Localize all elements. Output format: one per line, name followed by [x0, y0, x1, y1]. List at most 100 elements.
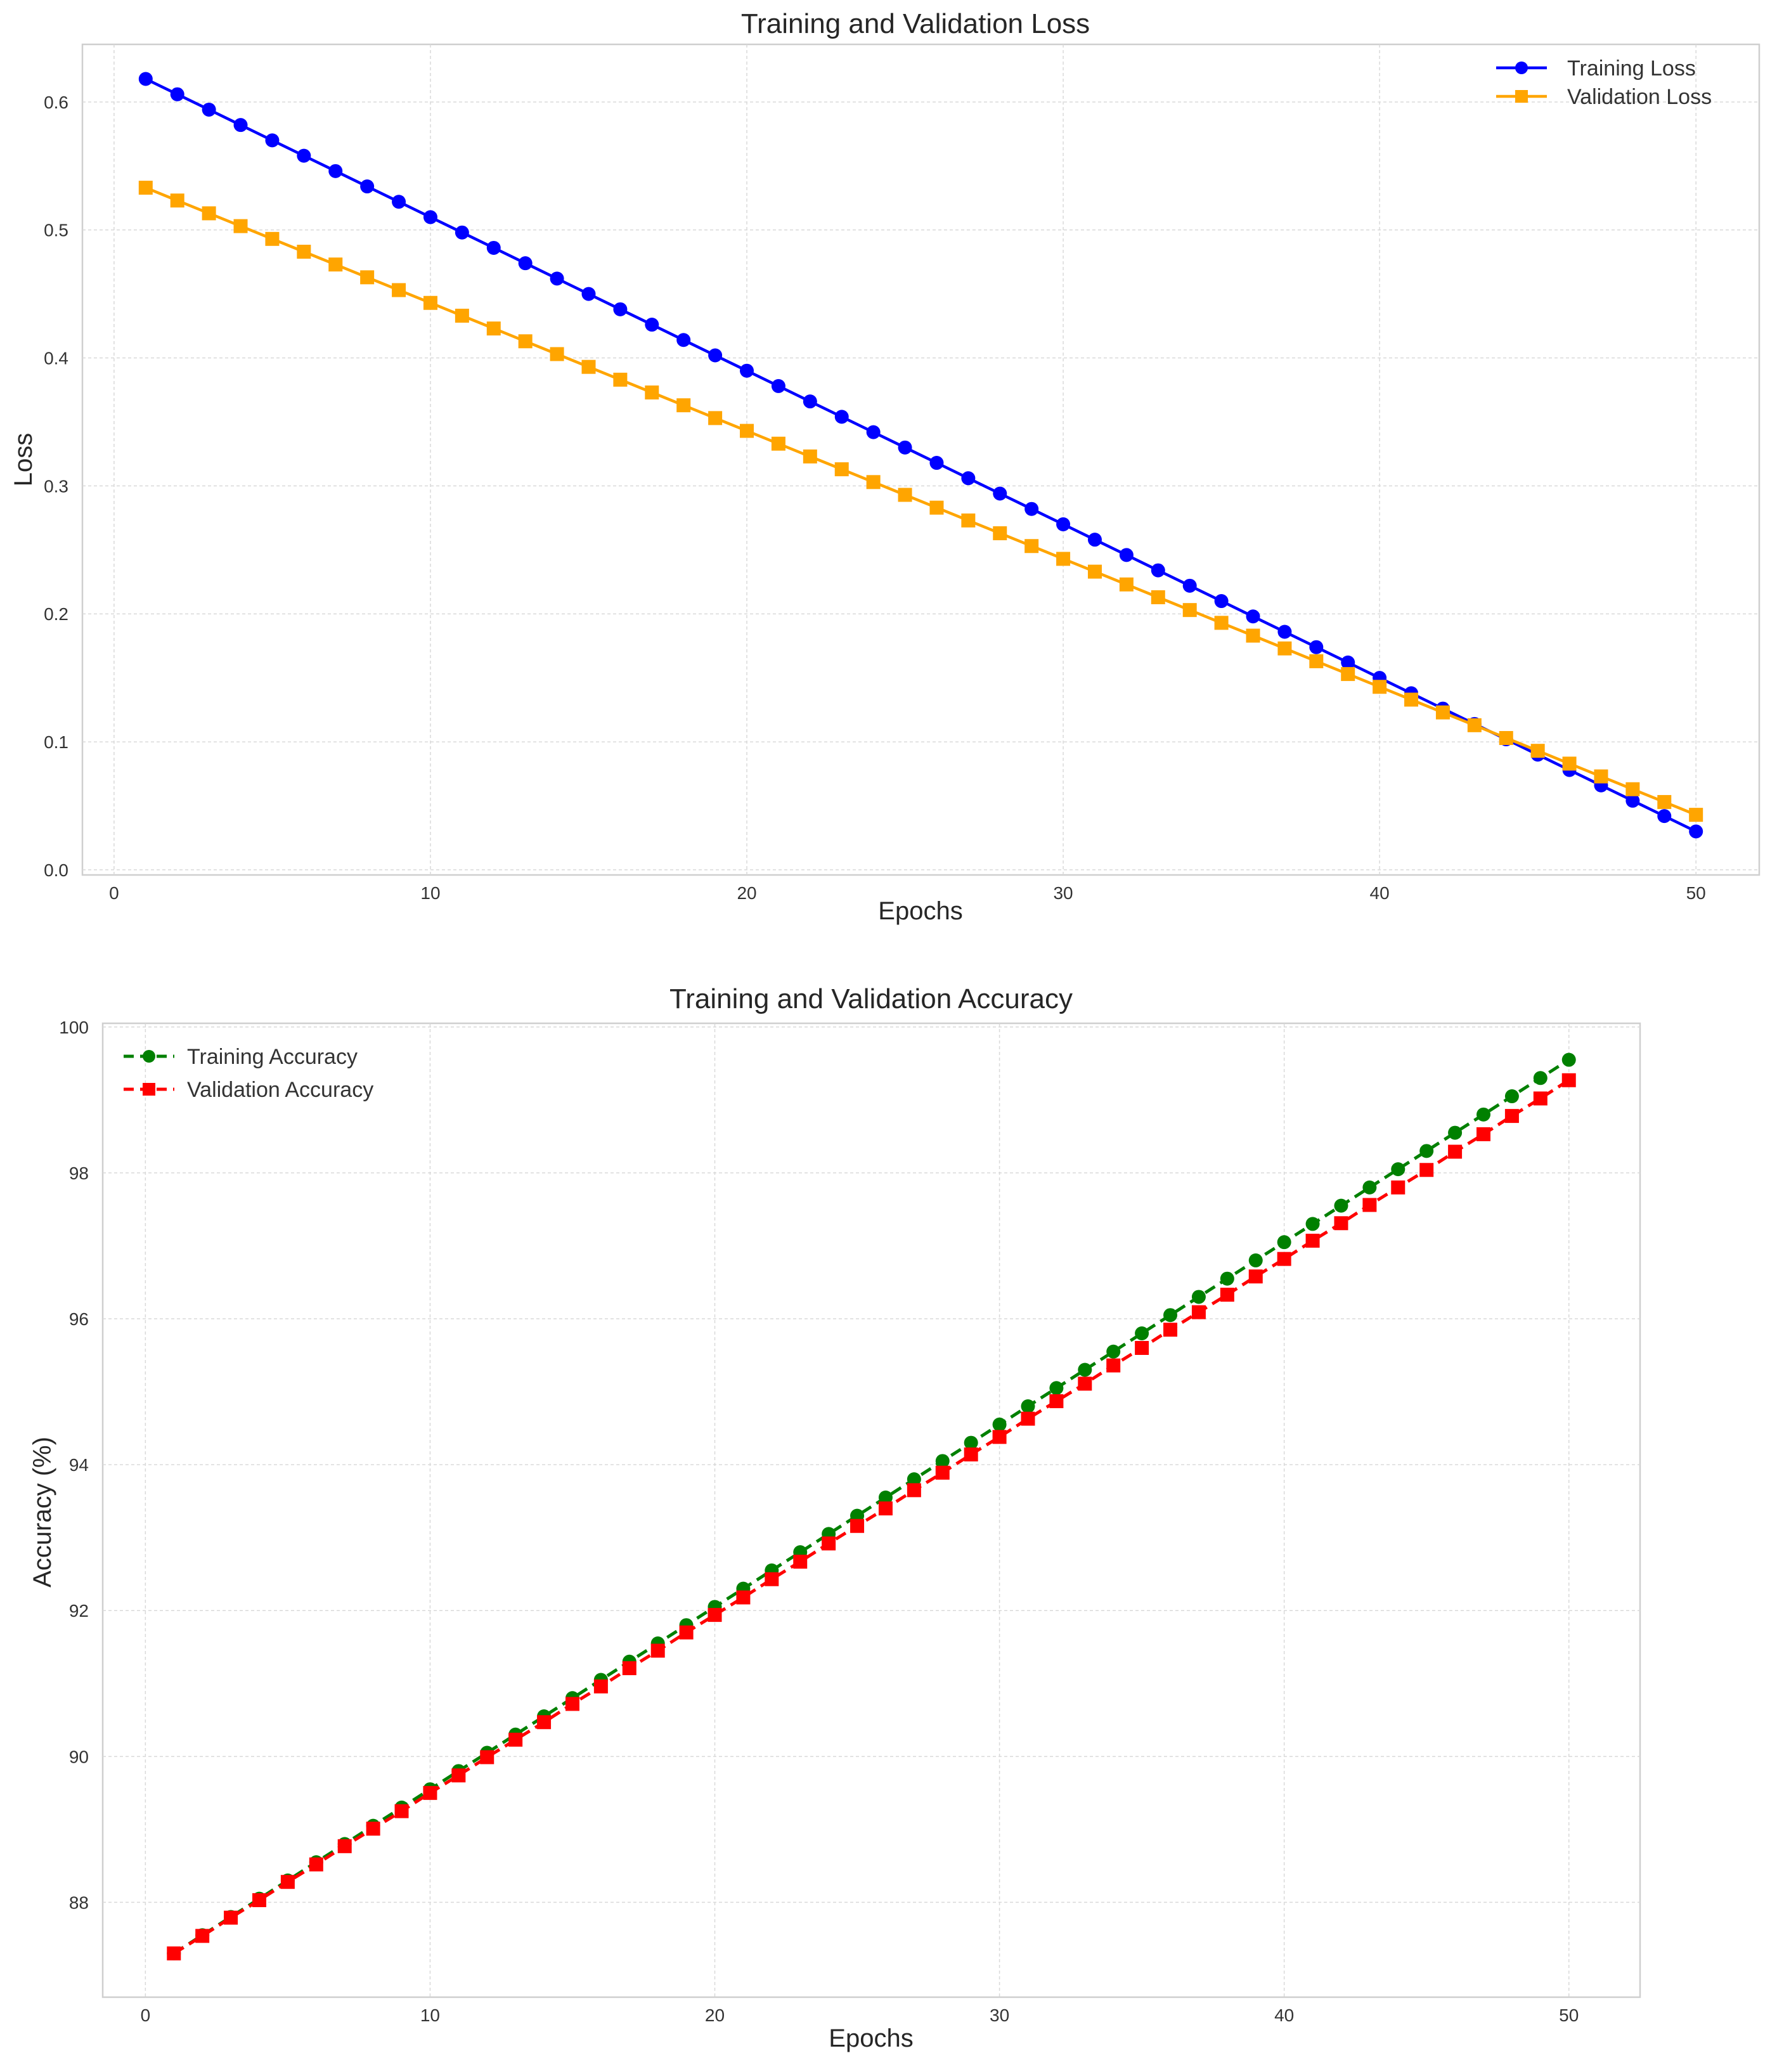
- data-point-training-accuracy: [1277, 1235, 1291, 1250]
- data-point-training-loss: [581, 287, 596, 301]
- data-point-validation-loss: [1024, 539, 1039, 554]
- data-point-validation-loss: [1625, 782, 1640, 796]
- data-point-training-loss: [392, 195, 406, 209]
- data-point-validation-loss: [1087, 564, 1102, 579]
- data-point-validation-accuracy: [964, 1447, 978, 1461]
- accuracy-y-tick-label: 98: [69, 1163, 89, 1183]
- data-point-validation-loss: [1309, 654, 1324, 668]
- data-point-validation-loss: [929, 500, 944, 515]
- data-point-training-loss: [1277, 625, 1292, 639]
- data-point-training-loss: [518, 256, 533, 271]
- data-point-training-loss: [360, 179, 375, 194]
- data-point-validation-loss: [392, 283, 406, 297]
- accuracy-x-tick-label: 20: [705, 2005, 725, 2025]
- data-point-training-loss: [486, 240, 501, 255]
- data-point-validation-loss: [1657, 794, 1672, 809]
- legend-marker-training-loss: [1515, 62, 1528, 74]
- data-point-validation-accuracy: [1504, 1109, 1519, 1123]
- data-point-validation-loss: [1467, 718, 1482, 732]
- data-point-validation-loss: [1182, 603, 1197, 618]
- loss-x-tick-label: 20: [737, 883, 756, 903]
- data-point-training-loss: [645, 318, 659, 332]
- data-point-validation-accuracy: [309, 1857, 323, 1872]
- data-point-validation-loss: [676, 398, 691, 413]
- data-point-training-loss: [423, 210, 437, 224]
- data-point-validation-loss: [297, 244, 311, 259]
- data-point-training-loss: [1689, 824, 1703, 839]
- data-point-validation-loss: [138, 181, 153, 195]
- data-point-training-loss: [771, 379, 785, 393]
- accuracy-legend: Training Accuracy Validation Accuracy: [124, 1045, 373, 1102]
- data-point-validation-loss: [1594, 769, 1608, 784]
- data-point-validation-loss: [803, 449, 817, 463]
- data-point-training-accuracy: [1561, 1052, 1576, 1067]
- data-point-validation-accuracy: [252, 1893, 266, 1907]
- data-point-training-loss: [993, 486, 1007, 501]
- data-point-validation-loss: [581, 359, 596, 374]
- data-point-validation-accuracy: [508, 1732, 523, 1747]
- data-point-validation-accuracy: [394, 1804, 409, 1818]
- data-point-training-accuracy: [1477, 1107, 1491, 1122]
- legend-label-training-loss: Training Loss: [1567, 56, 1696, 81]
- data-point-validation-loss: [328, 257, 343, 272]
- data-point-training-loss: [233, 118, 248, 133]
- data-point-validation-loss: [1119, 577, 1134, 592]
- data-point-training-loss: [328, 164, 343, 178]
- data-point-validation-accuracy: [565, 1697, 579, 1711]
- data-point-validation-loss: [486, 321, 501, 336]
- data-point-training-loss: [1309, 640, 1324, 654]
- loss-chart-title: Training and Validation Loss: [741, 8, 1090, 39]
- data-point-training-loss: [613, 302, 628, 316]
- loss-x-tick-label: 30: [1053, 883, 1073, 903]
- data-point-validation-accuracy: [1477, 1127, 1491, 1141]
- data-point-training-accuracy: [1391, 1162, 1405, 1177]
- loss-x-axis-label: Epochs: [878, 897, 962, 925]
- data-point-validation-accuracy: [1220, 1288, 1234, 1302]
- data-point-validation-loss: [1435, 705, 1450, 720]
- data-point-validation-accuracy: [1135, 1341, 1149, 1355]
- data-point-validation-accuracy: [736, 1590, 751, 1605]
- data-point-validation-loss: [265, 231, 280, 246]
- legend-label-training-accuracy: Training Accuracy: [187, 1045, 358, 1069]
- data-point-validation-accuracy: [708, 1608, 722, 1622]
- data-point-training-loss: [1625, 793, 1640, 808]
- data-point-validation-loss: [1277, 641, 1292, 656]
- data-point-validation-accuracy: [935, 1465, 950, 1480]
- accuracy-x-tick-label: 50: [1559, 2005, 1579, 2025]
- data-point-training-accuracy: [992, 1417, 1007, 1432]
- data-point-training-accuracy: [1106, 1344, 1121, 1359]
- data-point-training-loss: [1246, 609, 1260, 624]
- data-point-training-accuracy: [1191, 1290, 1206, 1304]
- data-point-validation-accuracy: [679, 1625, 694, 1640]
- legend-marker-validation-accuracy: [143, 1083, 155, 1096]
- loss-y-tick-label: 0.5: [44, 221, 68, 240]
- data-point-training-loss: [297, 148, 311, 163]
- data-point-training-loss: [455, 225, 469, 240]
- data-point-training-accuracy: [1533, 1071, 1548, 1085]
- data-point-validation-accuracy: [765, 1572, 779, 1586]
- data-point-validation-accuracy: [1533, 1091, 1548, 1106]
- loss-x-tick-label: 50: [1686, 883, 1706, 903]
- data-point-training-accuracy: [878, 1490, 893, 1505]
- data-point-validation-accuracy: [1391, 1180, 1405, 1195]
- data-point-validation-accuracy: [366, 1822, 380, 1836]
- accuracy-plot-area: [101, 1022, 1641, 1998]
- data-point-validation-accuracy: [650, 1643, 665, 1658]
- data-point-training-loss: [866, 425, 881, 439]
- loss-x-tick-label: 0: [109, 883, 119, 903]
- accuracy-y-tick-label: 88: [69, 1893, 89, 1912]
- data-point-training-loss: [708, 348, 723, 363]
- data-point-training-accuracy: [907, 1472, 921, 1487]
- accuracy-series: [167, 1052, 1576, 1960]
- data-point-training-accuracy: [1504, 1089, 1519, 1104]
- loss-y-tick-label: 0.0: [44, 860, 68, 880]
- data-point-training-accuracy: [1049, 1381, 1064, 1395]
- data-point-validation-loss: [1341, 667, 1355, 682]
- loss-series: [138, 72, 1703, 839]
- loss-y-tick-label: 0.3: [44, 476, 68, 496]
- data-point-training-accuracy: [964, 1435, 978, 1450]
- loss-grid: [82, 44, 1759, 875]
- legend-label-validation-accuracy: Validation Accuracy: [187, 1078, 373, 1102]
- data-point-validation-loss: [202, 206, 216, 221]
- data-point-validation-loss: [233, 219, 248, 233]
